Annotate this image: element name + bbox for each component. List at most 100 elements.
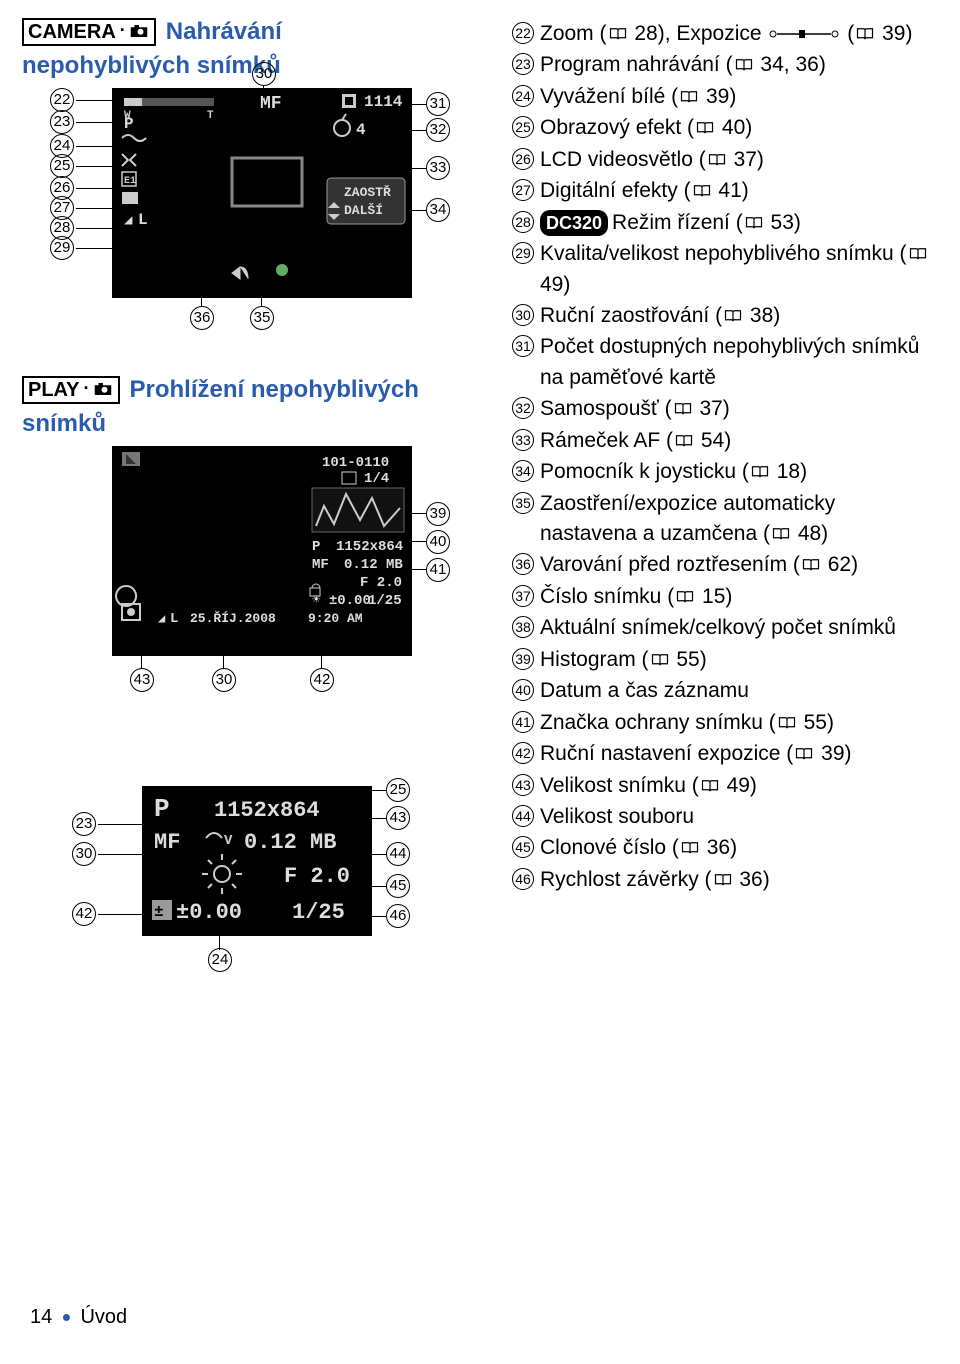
- svg-text:P: P: [312, 539, 320, 555]
- play-lcd-diagram: 101-0110 1/4 P 1152x864 MF 0.12 MB F 2.0…: [22, 446, 492, 746]
- svg-text:◢: ◢: [124, 213, 133, 229]
- svg-text:DALŠÍ: DALŠÍ: [344, 203, 383, 218]
- camera-mode-tag: CAMERA ·: [22, 18, 156, 46]
- legend-item-26: 26LCD videosvětlo ( 37): [512, 145, 938, 175]
- callout-30c: 30: [72, 842, 96, 866]
- svg-text:F 2.0: F 2.0: [284, 864, 350, 889]
- callout-43b: 43: [130, 668, 154, 692]
- play-mode-heading: PLAY · Prohlížení nepohyblivých: [22, 376, 492, 404]
- callout-23c: 23: [72, 812, 96, 836]
- svg-text:1/25: 1/25: [368, 593, 402, 609]
- callout-39: 39: [426, 502, 450, 526]
- diagrams-column: CAMERA · Nahrávání nepohyblivých snímků …: [22, 18, 492, 996]
- legend-item-46: 46Rychlost závěrky ( 36): [512, 865, 938, 895]
- legend-item-38: 38Aktuální snímek/celkový počet snímků: [512, 613, 938, 643]
- legend-item-25: 25Obrazový efekt ( 40): [512, 113, 938, 143]
- footer-bullet: •: [62, 1302, 71, 1332]
- legend-item-31: 31Počet dostupných nepohyblivých snímků …: [512, 332, 938, 393]
- legend-item-29: 29Kvalita/velikost nepohyblivého snímku …: [512, 239, 938, 300]
- camera-mode-text: CAMERA: [28, 21, 116, 44]
- svg-text:T: T: [207, 110, 214, 122]
- callout-36: 36: [190, 306, 214, 330]
- legend-item-36: 36Varování před roztřesením ( 62): [512, 550, 938, 580]
- svg-text:25.ŘÍJ.2008: 25.ŘÍJ.2008: [190, 611, 276, 626]
- legend-item-35: 35Zaostření/expozice automaticky nastave…: [512, 489, 938, 550]
- legend-item-22: 22Zoom ( 28), Expozice ( 39): [512, 19, 938, 49]
- page-number: 14: [30, 1306, 52, 1328]
- callout-22: 22: [50, 88, 74, 112]
- svg-text:1152x864: 1152x864: [214, 798, 320, 823]
- callout-31: 31: [426, 92, 450, 116]
- legend-item-23: 23Program nahrávání ( 34, 36): [512, 50, 938, 80]
- section-name: Úvod: [80, 1306, 127, 1328]
- legend-item-34: 34Pomocník k joysticku ( 18): [512, 457, 938, 487]
- svg-text:E1: E1: [124, 176, 136, 187]
- callout-33: 33: [426, 156, 450, 180]
- camera-mode-heading: CAMERA · Nahrávání: [22, 18, 492, 46]
- svg-text:V: V: [224, 833, 233, 849]
- callout-30b: 30: [212, 668, 236, 692]
- svg-text:◢: ◢: [158, 612, 166, 626]
- svg-text:0.12 MB: 0.12 MB: [344, 557, 403, 573]
- callout-43c: 43: [386, 806, 410, 830]
- legend-item-40: 40Datum a čas záznamu: [512, 676, 938, 706]
- legend-list: 22Zoom ( 28), Expozice ( 39)23Program na…: [512, 18, 938, 996]
- legend-item-44: 44Velikost souboru: [512, 802, 938, 832]
- callout-35: 35: [250, 306, 274, 330]
- callout-24c: 24: [208, 948, 232, 972]
- svg-text:L: L: [170, 611, 178, 627]
- legend-item-33: 33Rámeček AF ( 54): [512, 426, 938, 456]
- svg-text:P: P: [154, 794, 170, 824]
- svg-text:0.12 MB: 0.12 MB: [244, 830, 336, 855]
- svg-text:±: ±: [154, 903, 164, 921]
- camera-icon: [94, 379, 112, 402]
- page-footer: 14 • Úvod: [30, 1299, 127, 1330]
- play-lcd-screen: 101-0110 1/4 P 1152x864 MF 0.12 MB F 2.0…: [112, 446, 412, 656]
- callout-34: 34: [426, 198, 450, 222]
- svg-text:ZAOSTŘ: ZAOSTŘ: [344, 185, 391, 200]
- legend-item-45: 45Clonové číslo ( 36): [512, 833, 938, 863]
- svg-text:1/25: 1/25: [292, 900, 345, 925]
- callout-23: 23: [50, 110, 74, 134]
- callout-42c: 42: [72, 902, 96, 926]
- camera-lcd-screen: WT MF 1114 4 P E1 ◢L: [112, 88, 412, 298]
- legend-item-27: 27Digitální efekty ( 41): [512, 176, 938, 206]
- svg-text:±0.00: ±0.00: [176, 900, 242, 925]
- callout-46c: 46: [386, 904, 410, 928]
- svg-text:1/4: 1/4: [364, 471, 389, 487]
- callout-42b: 42: [310, 668, 334, 692]
- svg-text:4: 4: [356, 121, 366, 139]
- callout-30: 30: [252, 62, 276, 86]
- camera-icon: [130, 21, 148, 44]
- svg-text:MF: MF: [312, 557, 329, 573]
- page-columns: CAMERA · Nahrávání nepohyblivých snímků …: [22, 18, 938, 996]
- svg-text:P: P: [124, 115, 134, 133]
- camera-lcd-diagram: WT MF 1114 4 P E1 ◢L: [22, 88, 492, 348]
- svg-text:101-0110: 101-0110: [322, 455, 389, 471]
- legend-item-39: 39Histogram ( 55): [512, 645, 938, 675]
- svg-text:1152x864: 1152x864: [336, 539, 403, 555]
- play-mode-text: PLAY: [28, 379, 80, 402]
- play-mode-subtitle: snímků: [22, 410, 492, 438]
- legend-item-43: 43Velikost snímku ( 49): [512, 771, 938, 801]
- legend-item-42: 42Ruční nastavení expozice ( 39): [512, 739, 938, 769]
- legend-item-32: 32Samospoušť ( 37): [512, 394, 938, 424]
- callout-41: 41: [426, 558, 450, 582]
- play-mode-title: Prohlížení nepohyblivých: [130, 376, 419, 404]
- camera-mode-title: Nahrávání: [166, 18, 282, 46]
- callout-32: 32: [426, 118, 450, 142]
- svg-text:F 2.0: F 2.0: [360, 575, 402, 591]
- callout-44c: 44: [386, 842, 410, 866]
- info-panel-diagram: P 1152x864 MF V 0.12 MB F 2.0 ± ±0.00 1/…: [22, 786, 492, 996]
- svg-text:9:20 AM: 9:20 AM: [308, 611, 363, 626]
- callout-25: 25: [50, 154, 74, 178]
- svg-text:L: L: [138, 211, 148, 229]
- info-panel-screen: P 1152x864 MF V 0.12 MB F 2.0 ± ±0.00 1/…: [142, 786, 372, 936]
- svg-text:☀ ±0.00: ☀ ±0.00: [312, 593, 371, 609]
- legend-item-30: 30Ruční zaostřování ( 38): [512, 301, 938, 331]
- callout-29: 29: [50, 236, 74, 260]
- svg-text:1114: 1114: [364, 93, 403, 111]
- callout-25c: 25: [386, 778, 410, 802]
- legend-item-24: 24Vyvážení bílé ( 39): [512, 82, 938, 112]
- legend-item-41: 41Značka ochrany snímku ( 55): [512, 708, 938, 738]
